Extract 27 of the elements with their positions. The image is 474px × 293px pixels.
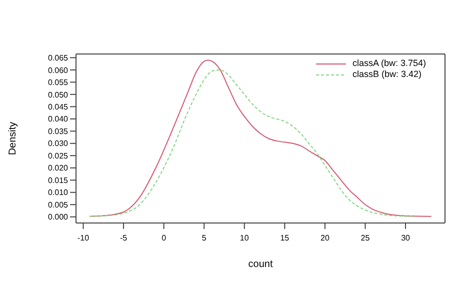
x-tick-label: 30 — [401, 234, 411, 243]
x-axis-title: count — [248, 259, 273, 270]
x-tick-label: 10 — [240, 234, 250, 243]
y-tick-label: 0.045 — [48, 102, 69, 112]
x-tick-label: 25 — [360, 234, 370, 243]
y-tick-label: 0.015 — [48, 176, 69, 185]
y-tick-label: 0.055 — [48, 78, 69, 88]
y-tick-label: 0.025 — [48, 151, 69, 160]
y-tick-label: 0.005 — [48, 200, 69, 210]
x-tick-label: 5 — [202, 234, 207, 243]
x-tick-label: 20 — [320, 234, 330, 243]
y-tick-label: 0.060 — [48, 66, 69, 75]
y-tick-label: 0.040 — [48, 114, 69, 124]
x-tick-label: 15 — [280, 234, 290, 243]
y-tick-label: 0.020 — [48, 164, 69, 173]
x-tick-label: -10 — [77, 234, 90, 243]
y-tick-label: 0.000 — [48, 212, 69, 222]
y-tick-label: 0.010 — [48, 188, 69, 198]
legend-label: classB (bw: 3.42) — [352, 69, 422, 80]
y-tick-label: 0.065 — [48, 54, 69, 63]
y-tick-label: 0.030 — [48, 139, 69, 148]
legend-label: classA (bw: 3.754) — [352, 58, 426, 69]
x-tick-label: -5 — [120, 234, 128, 243]
y-axis-title: Density — [8, 122, 19, 156]
x-tick-label: 0 — [162, 234, 167, 243]
y-tick-label: 0.050 — [48, 90, 69, 100]
y-tick-label: 0.035 — [48, 126, 69, 136]
